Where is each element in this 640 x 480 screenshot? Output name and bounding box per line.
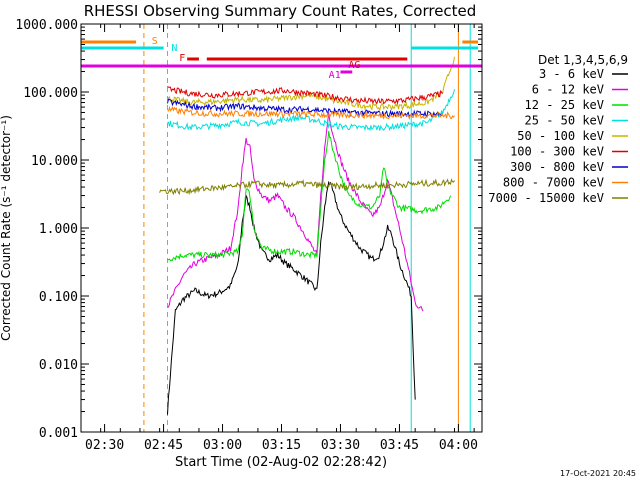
x-tick-label: 03:30	[321, 438, 360, 453]
series-line-1	[167, 180, 416, 415]
y-tick-label: 0.010	[39, 358, 78, 373]
x-tick-label: 02:30	[85, 438, 124, 453]
flag-label-4: AG	[348, 60, 360, 71]
y-tick-label: 0.100	[39, 290, 78, 305]
legend-title: Det 1,3,4,5,6,9	[538, 53, 628, 67]
y-tick-label: 10.000	[31, 154, 78, 169]
y-axis-label: Corrected Count Rate (s⁻¹ detector⁻¹)	[0, 115, 13, 341]
x-tick-label: 02:45	[144, 438, 183, 453]
legend-label-8: 800 - 7000 keV	[503, 176, 604, 190]
series-line-6	[167, 85, 444, 105]
chart-title: RHESSI Observing Summary Count Rates, Co…	[84, 2, 477, 20]
x-tick-label: 04:00	[439, 438, 478, 453]
series-line-2	[167, 112, 424, 312]
series-line-7	[167, 98, 444, 118]
legend-label-5: 50 - 100 keV	[517, 129, 604, 143]
x-tick-label: 03:00	[203, 438, 242, 453]
legend-label-7: 300 - 800 keV	[510, 160, 604, 174]
flag-label-5: A1	[329, 70, 341, 81]
legend-label-6: 100 - 300 keV	[510, 145, 604, 159]
y-tick-label: 100.000	[23, 86, 78, 101]
flag-label-3: F	[179, 53, 185, 64]
y-tick-label: 1.000	[39, 222, 78, 237]
legend-label-9: 7000 - 15000 keV	[488, 191, 604, 205]
y-tick-label: 1000.000	[15, 18, 78, 33]
legend-label-2: 6 - 12 keV	[532, 83, 604, 97]
x-tick-label: 03:15	[262, 438, 301, 453]
x-axis-label: Start Time (02-Aug-02 02:28:42)	[175, 455, 387, 470]
series-line-3	[167, 130, 451, 262]
plot-timestamp: 17-Oct-2021 20:45	[560, 469, 636, 478]
legend-label-3: 12 - 25 keV	[525, 98, 604, 112]
legend-label-4: 25 - 50 keV	[525, 114, 604, 128]
x-tick-label: 03:45	[380, 438, 419, 453]
legend-label-1: 3 - 6 keV	[539, 67, 604, 81]
y-tick-label: 0.001	[39, 426, 78, 441]
plot-frame	[80, 23, 483, 433]
series-line-9	[159, 178, 455, 196]
series-line-4	[167, 89, 455, 132]
flag-label-1: S	[152, 36, 158, 47]
flag-label-2: N	[171, 43, 177, 54]
series-line-8	[167, 105, 455, 121]
